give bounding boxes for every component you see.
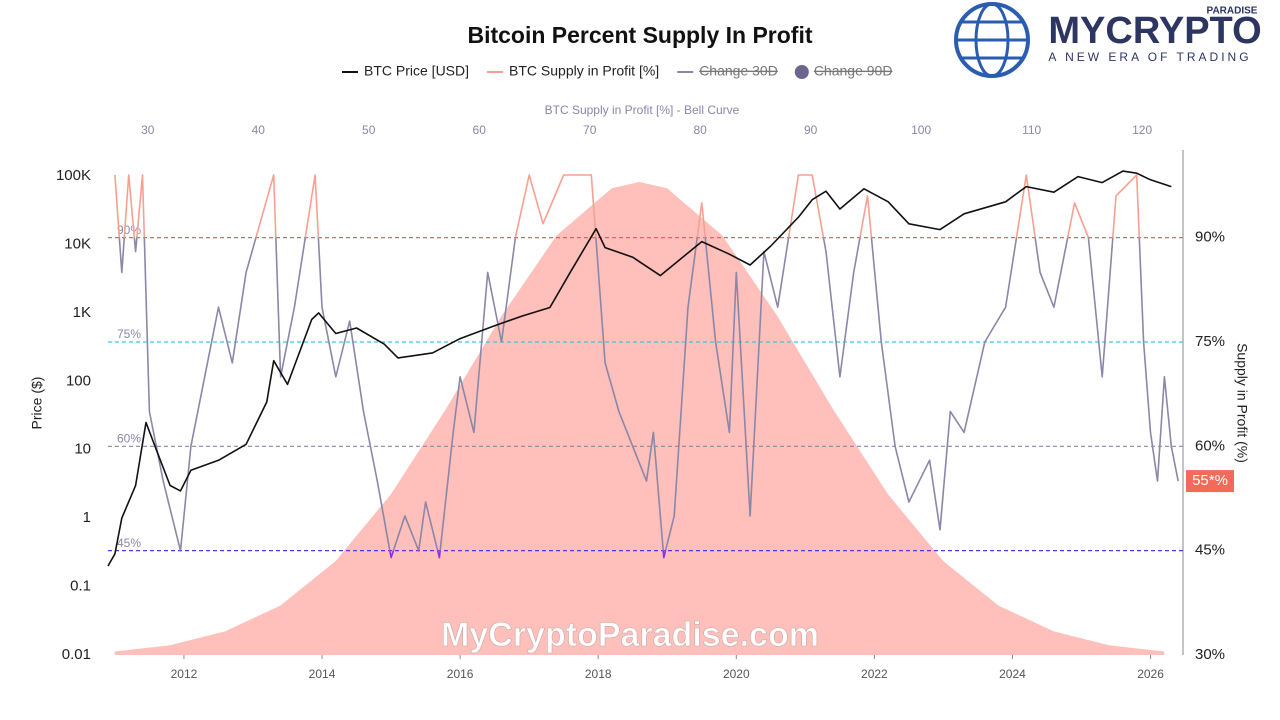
legend-label: Change 30D <box>699 63 778 79</box>
y-tick-label: 10 <box>74 441 91 458</box>
y2-tick-label: 30% <box>1195 646 1225 663</box>
top-tick-label: 30 <box>141 123 155 137</box>
logo-tag: PARADISE <box>1207 6 1258 17</box>
x-tick-label: 2020 <box>723 667 750 681</box>
logo-name: MYCRYPTO <box>1048 10 1261 52</box>
top-tick-label: 90 <box>804 123 818 137</box>
y-tick-label: 10K <box>64 235 91 252</box>
y-axis-label: Price ($) <box>29 377 45 430</box>
y2-axis-label: Supply in Profit (%) <box>1234 343 1250 463</box>
logo: MYCRYPTO PARADISE A NEW ERA OF TRADING <box>954 2 1262 78</box>
y-tick-label: 0.1 <box>70 578 91 595</box>
legend: BTC Price [USD] BTC Supply in Profit [%] C… <box>342 63 892 79</box>
last-value-box <box>1186 470 1234 493</box>
x-tick-label: 2016 <box>447 667 474 681</box>
legend-label: Change 90D <box>814 63 893 79</box>
top-tick-label: 70 <box>583 123 597 137</box>
watermark: MyCryptoParadise.com <box>441 616 819 654</box>
bell-curve <box>114 181 1165 655</box>
top-tick-label: 40 <box>252 123 266 137</box>
top-tick-label: 110 <box>1022 123 1041 137</box>
legend-symbol <box>794 65 809 79</box>
x-tick-label: 2014 <box>309 667 336 681</box>
series-line <box>107 170 1172 567</box>
reference-label: 75% <box>117 327 141 341</box>
chart-title: Bitcoin Percent Supply In Profit <box>467 22 812 48</box>
y2-tick-label: 90% <box>1195 229 1225 246</box>
legend-label: BTC Supply in Profit [%] <box>509 63 659 79</box>
y2-tick-label: 60% <box>1195 437 1225 454</box>
x-tick-label: 2024 <box>999 667 1026 681</box>
y2-tick-label: 45% <box>1195 542 1225 559</box>
y-tick-label: 1K <box>73 304 91 321</box>
x-tick-label: 2012 <box>171 667 198 681</box>
reference-label: 90% <box>117 223 141 237</box>
reference-label: 60% <box>117 431 141 445</box>
y-tick-label: 0.01 <box>62 646 91 663</box>
x-tick-label: 2026 <box>1137 667 1164 681</box>
top-tick-label: 120 <box>1132 123 1152 137</box>
last-value-label: 55*% <box>1192 472 1228 489</box>
top-tick-label: 60 <box>473 123 487 137</box>
x-tick-label: 2022 <box>861 667 888 681</box>
y-tick-label: 100 <box>66 372 91 389</box>
y-tick-label: 1 <box>83 509 91 526</box>
logo-slogan: A NEW ERA OF TRADING <box>1048 50 1251 64</box>
legend-label: BTC Price [USD] <box>364 63 469 79</box>
x-tick-label: 2018 <box>585 667 612 681</box>
top-tick-label: 100 <box>911 123 931 137</box>
top-tick-label: 50 <box>362 123 376 137</box>
y2-tick-label: 75% <box>1195 333 1225 350</box>
reference-label: 45% <box>117 536 141 550</box>
series-line <box>114 174 1179 559</box>
y-tick-label: 100K <box>56 167 91 184</box>
top-axis-label: BTC Supply in Profit [%] - Bell Curve <box>545 103 740 117</box>
top-tick-label: 80 <box>694 123 708 137</box>
